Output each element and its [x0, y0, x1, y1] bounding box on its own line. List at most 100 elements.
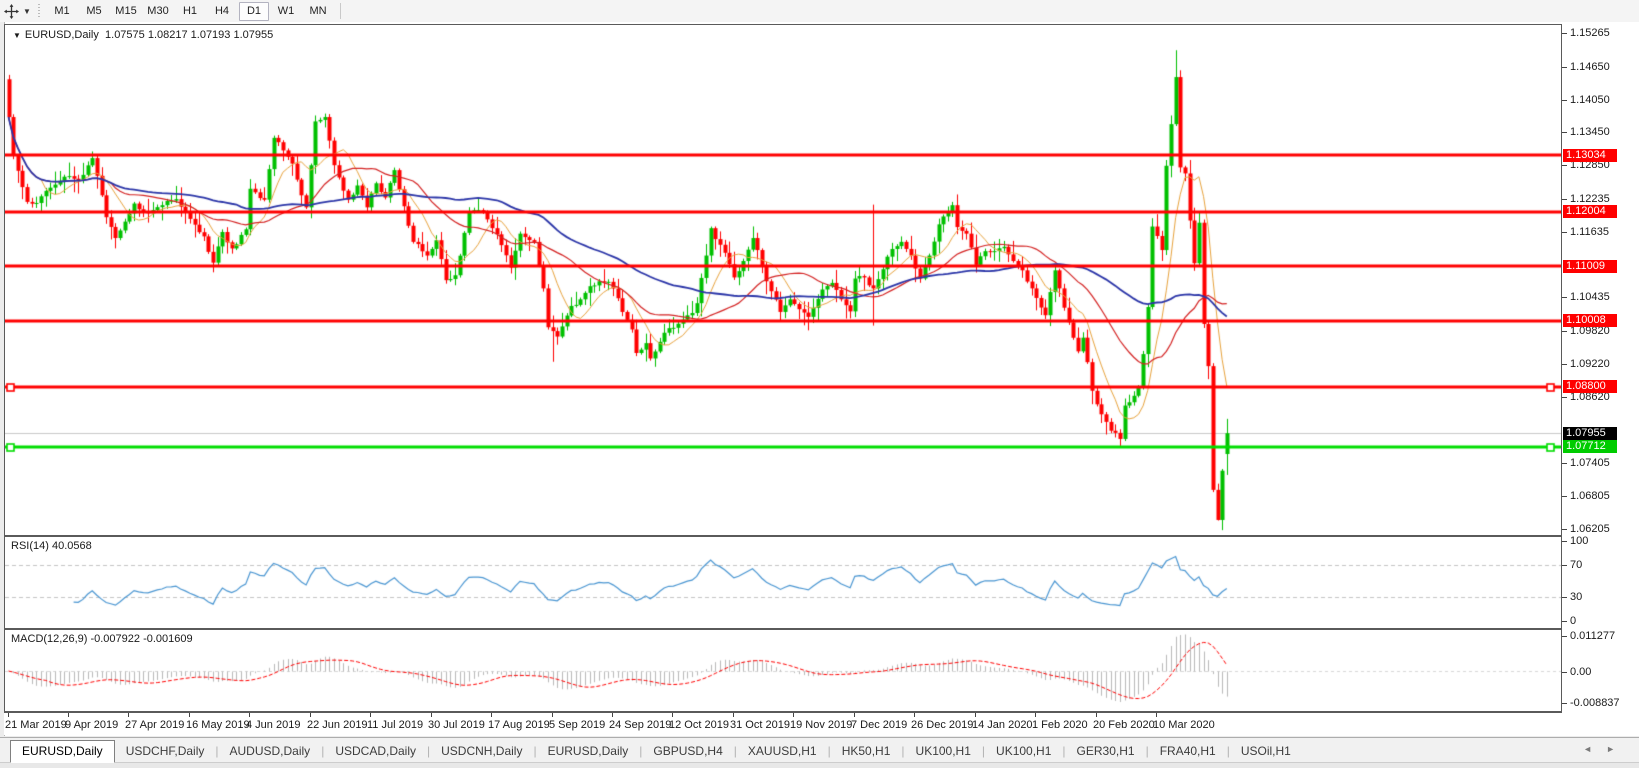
- price-chart-panel[interactable]: ▼ EURUSD,Daily 1.07575 1.08217 1.07193 1.…: [4, 24, 1562, 536]
- rsi-axis-dash: [1562, 621, 1567, 622]
- tab-separator: |: [733, 744, 737, 758]
- chart-tab-hk50-h1[interactable]: HK50,H1: [841, 744, 891, 758]
- timeframe-button-m15[interactable]: M15: [115, 4, 137, 17]
- date-tick: [1035, 713, 1036, 717]
- date-tick: [189, 713, 190, 717]
- timeframe-button-m5[interactable]: M5: [86, 4, 102, 17]
- macd-tick-label: 0.011277: [1570, 630, 1616, 642]
- toolbar-grip[interactable]: [37, 4, 42, 18]
- date-tick: [249, 713, 250, 717]
- price-tick-label: 1.13450: [1570, 126, 1610, 138]
- chart-window: ▼ EURUSD,Daily 1.07575 1.08217 1.07193 1.…: [0, 22, 1639, 736]
- window-bottom-strip: [0, 762, 1639, 768]
- rsi-tick-label: 30: [1570, 591, 1583, 603]
- date-label: 19 Nov 2019: [790, 719, 853, 731]
- tab-separator: |: [901, 744, 905, 758]
- date-label: 10 Mar 2020: [1153, 719, 1215, 731]
- tab-separator: |: [1145, 744, 1149, 758]
- timeframe-button-m30[interactable]: M30: [147, 4, 169, 17]
- price-tick-label: 1.06205: [1570, 523, 1610, 535]
- date-label: 5 Sep 2019: [549, 719, 606, 731]
- date-label: 24 Sep 2019: [609, 719, 672, 731]
- crosshair-move-icon[interactable]: [1, 2, 21, 20]
- macd-axis-dash: [1562, 636, 1567, 637]
- tab-separator: |: [1226, 744, 1230, 758]
- rsi-indicator-panel[interactable]: RSI(14) 40.0568: [4, 536, 1562, 629]
- chart-tab-usdchf-daily[interactable]: USDCHF,Daily: [125, 744, 205, 758]
- chart-tab-eurusd-daily[interactable]: EURUSD,Daily: [10, 740, 115, 763]
- chart-tab-uk100-h1[interactable]: UK100,H1: [996, 744, 1052, 758]
- price-line-badge: 1.07712: [1563, 440, 1617, 453]
- date-tick: [128, 713, 129, 717]
- chart-title-symbol: EURUSD,Daily: [24, 29, 99, 41]
- date-label: 26 Dec 2019: [911, 719, 974, 731]
- macd-tick-label: -0.008837: [1570, 697, 1620, 709]
- price-axis-dash: [1562, 132, 1567, 133]
- date-axis[interactable]: 21 Mar 2019 9 Apr 2019 27 Apr 2019 16 May 2…: [4, 712, 1562, 735]
- timeframe-button-h4[interactable]: H4: [214, 4, 230, 17]
- chart-title-caret-icon[interactable]: ▼: [13, 31, 21, 40]
- macd-canvas[interactable]: [5, 630, 1561, 711]
- chart-tab-fra40-h1[interactable]: FRA40,H1: [1159, 744, 1216, 758]
- timeframe-button-d1[interactable]: D1: [239, 1, 269, 21]
- date-label: 4 Jun 2019: [246, 719, 301, 731]
- chart-tab-usoil-h1[interactable]: USOil,H1: [1240, 744, 1291, 758]
- price-chart-canvas[interactable]: [5, 25, 1561, 535]
- chart-tab-xauusd-h1[interactable]: XAUUSD,H1: [747, 744, 817, 758]
- price-tick-label: 1.09820: [1570, 325, 1610, 337]
- price-axis[interactable]: 1.15265 1.14650 1.14050 1.13450 1.12850 1.122…: [1562, 22, 1639, 734]
- date-tick: [1096, 713, 1097, 717]
- price-line-badge: 1.12004: [1563, 205, 1617, 218]
- rsi-canvas[interactable]: [5, 537, 1561, 628]
- timeframe-button-mn[interactable]: MN: [309, 4, 327, 17]
- date-label: 22 Jun 2019: [307, 719, 368, 731]
- chart-tab-audusd-daily[interactable]: AUDUSD,Daily: [229, 744, 311, 758]
- rsi-axis-dash: [1562, 565, 1567, 566]
- chart-tab-usdcad-daily[interactable]: USDCAD,Daily: [335, 744, 416, 758]
- price-line-badge: 1.07955: [1563, 427, 1617, 440]
- price-axis-dash: [1562, 331, 1567, 332]
- tab-separator: |: [321, 744, 325, 758]
- rsi-label: RSI(14) 40.0568: [11, 540, 92, 552]
- date-tick: [914, 713, 915, 717]
- chart-tab-gbpusd-h4[interactable]: GBPUSD,H4: [653, 744, 723, 758]
- date-label: 11 Jul 2019: [367, 719, 424, 731]
- date-tick: [1156, 713, 1157, 717]
- tab-separator: |: [981, 744, 986, 758]
- price-axis-dash: [1562, 463, 1567, 464]
- date-tick: [733, 713, 734, 717]
- chart-tab-eurusd-daily[interactable]: EURUSD,Daily: [547, 744, 629, 758]
- chart-title: ▼ EURUSD,Daily 1.07575 1.08217 1.07193 1.…: [13, 29, 273, 41]
- price-tick-label: 1.10435: [1570, 291, 1610, 303]
- chart-tab-usdcnh-daily[interactable]: USDCNH,Daily: [441, 744, 523, 758]
- date-tick: [612, 713, 613, 717]
- tabs-scroll-left-button[interactable]: ◄: [1583, 744, 1607, 754]
- date-tick: [793, 713, 794, 717]
- price-tick-label: 1.08620: [1570, 391, 1610, 403]
- price-line-badge: 1.10008: [1563, 314, 1617, 327]
- date-label: 17 Aug 2019: [488, 719, 550, 731]
- price-tick-label: 1.14050: [1570, 94, 1610, 106]
- price-axis-dash: [1562, 33, 1567, 34]
- price-axis-dash: [1562, 529, 1567, 530]
- date-label: 12 Oct 2019: [669, 719, 729, 731]
- tabs-scroll-right-button[interactable]: ►: [1606, 744, 1629, 754]
- chart-tab-uk100-h1[interactable]: UK100,H1: [915, 744, 971, 758]
- price-line-badge: 1.11009: [1563, 260, 1617, 273]
- price-axis-dash: [1562, 397, 1567, 398]
- price-tick-label: 1.15265: [1570, 27, 1610, 39]
- timeframe-button-m1[interactable]: M1: [54, 4, 70, 17]
- chart-tab-ger30-h1[interactable]: GER30,H1: [1076, 744, 1135, 758]
- date-label: 31 Oct 2019: [730, 719, 790, 731]
- timeframe-button-h1[interactable]: H1: [182, 4, 198, 17]
- macd-indicator-panel[interactable]: MACD(12,26,9) -0.007922 -0.001609: [4, 629, 1562, 712]
- chart-title-ohlc: 1.07575 1.08217 1.07193 1.07955: [105, 29, 274, 41]
- tab-separator: |: [1062, 744, 1066, 758]
- timeframe-button-w1[interactable]: W1: [277, 4, 295, 17]
- macd-tick-label: 0.00: [1570, 666, 1592, 678]
- price-tick-label: 1.12850: [1570, 159, 1610, 171]
- toolbar-separator: [340, 3, 341, 19]
- price-axis-dash: [1562, 199, 1567, 200]
- date-label: 1 Feb 2020: [1032, 719, 1088, 731]
- tool-dropdown-caret-icon[interactable]: ▼: [23, 6, 31, 16]
